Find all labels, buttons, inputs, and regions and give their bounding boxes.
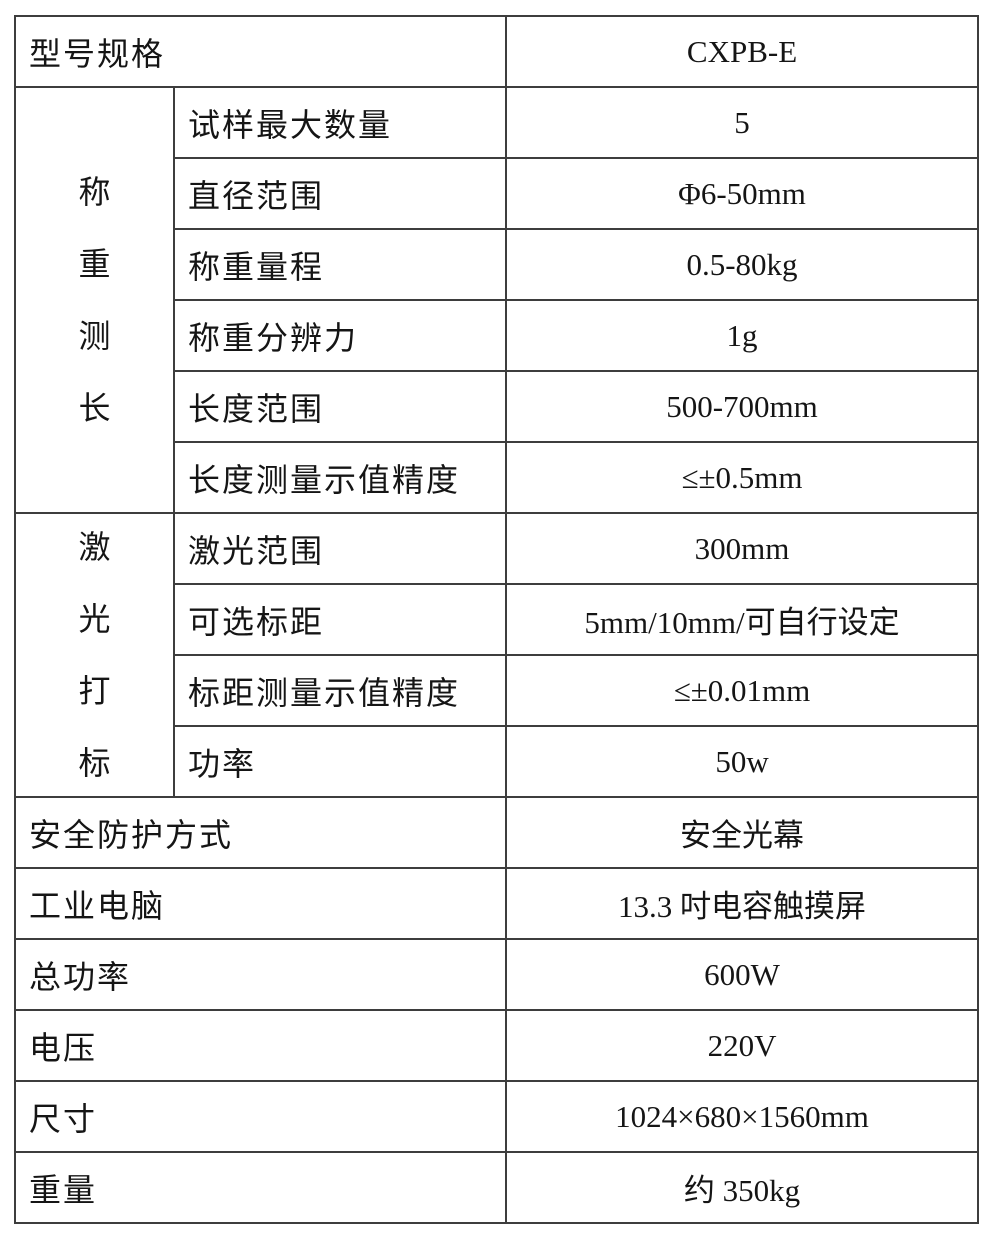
row-diameter-range: 直径范围 Φ6-50mm <box>15 157 980 230</box>
model-spec-label: 型号规格 <box>13 15 508 88</box>
category-char: 光 <box>78 601 111 637</box>
row-weighing-range: 称重量程 0.5-80kg <box>15 228 980 301</box>
category-weighing-measuring-chars: 称 重 测 长 <box>17 174 172 426</box>
spec-label: 总功率 <box>13 938 508 1011</box>
row-length-accuracy: 长度测量示值精度 ≤±0.5mm <box>15 441 980 514</box>
spec-value: 600W <box>505 938 980 1011</box>
spec-label: 试样最大数量 <box>172 86 508 159</box>
spec-value: 50w <box>505 725 980 798</box>
spec-label: 重量 <box>13 1151 508 1224</box>
spec-label: 直径范围 <box>172 157 508 230</box>
category-char: 称 <box>78 174 111 210</box>
spec-label: 标距测量示值精度 <box>172 654 508 727</box>
spec-label: 激光范围 <box>172 512 508 585</box>
spec-value: 5 <box>505 86 980 159</box>
row-weighing-resolution: 称重分辨力 1g <box>15 299 980 372</box>
row-total-power: 总功率 600W <box>13 938 980 1011</box>
spec-label: 电压 <box>13 1009 508 1082</box>
spec-value: 500-700mm <box>505 370 980 443</box>
spec-value: 220V <box>505 1009 980 1082</box>
row-model-spec: 型号规格 CXPB-E <box>13 15 980 88</box>
spec-value: ≤±0.5mm <box>505 441 980 514</box>
category-weighing-measuring: 称 重 测 长 <box>14 86 175 514</box>
row-gauge-options: 可选标距 5mm/10mm/可自行设定 <box>15 583 980 656</box>
row-safety-protection: 安全防护方式 安全光幕 <box>13 796 980 869</box>
row-sample-max-quantity: 称 重 测 长 试样最大数量 5 <box>14 86 980 514</box>
category-char: 长 <box>78 390 111 426</box>
row-laser-power: 功率 50w <box>15 725 980 798</box>
spec-table: 型号规格 CXPB-E 称 重 测 长 试样最大数量 5 直径范围 Φ6-50m… <box>13 15 980 1224</box>
spec-label: 可选标距 <box>172 583 508 656</box>
category-char: 激 <box>78 529 111 565</box>
spec-value: 5mm/10mm/可自行设定 <box>505 583 980 656</box>
category-char: 重 <box>78 246 111 282</box>
spec-value: 安全光幕 <box>505 796 980 869</box>
category-char: 打 <box>78 673 111 709</box>
category-char: 测 <box>78 318 111 354</box>
row-voltage: 电压 220V <box>13 1009 980 1082</box>
model-spec-value: CXPB-E <box>505 15 980 88</box>
spec-label: 工业电脑 <box>13 867 508 940</box>
row-industrial-pc: 工业电脑 13.3 吋电容触摸屏 <box>13 867 980 940</box>
spec-value: Φ6-50mm <box>505 157 980 230</box>
category-laser-marking: 激 光 打 标 <box>14 512 175 798</box>
row-weight: 重量 约 350kg <box>13 1151 980 1224</box>
spec-label: 尺寸 <box>13 1080 508 1153</box>
spec-value: 约 350kg <box>505 1151 980 1224</box>
row-gauge-accuracy: 标距测量示值精度 ≤±0.01mm <box>15 654 980 727</box>
spec-label: 安全防护方式 <box>13 796 508 869</box>
row-dimensions: 尺寸 1024×680×1560mm <box>13 1080 980 1153</box>
spec-value: ≤±0.01mm <box>505 654 980 727</box>
spec-label: 功率 <box>172 725 508 798</box>
spec-label: 称重量程 <box>172 228 508 301</box>
row-length-range: 长度范围 500-700mm <box>15 370 980 443</box>
category-laser-marking-chars: 激 光 打 标 <box>17 529 172 781</box>
spec-value: 1024×680×1560mm <box>505 1080 980 1153</box>
spec-value: 13.3 吋电容触摸屏 <box>505 867 980 940</box>
spec-label: 称重分辨力 <box>172 299 508 372</box>
row-laser-range: 激 光 打 标 激光范围 300mm <box>14 512 980 798</box>
spec-value: 1g <box>505 299 980 372</box>
category-char: 标 <box>78 745 111 781</box>
spec-value: 300mm <box>505 512 980 585</box>
spec-label: 长度范围 <box>172 370 508 443</box>
spec-label: 长度测量示值精度 <box>172 441 508 514</box>
spec-value: 0.5-80kg <box>505 228 980 301</box>
